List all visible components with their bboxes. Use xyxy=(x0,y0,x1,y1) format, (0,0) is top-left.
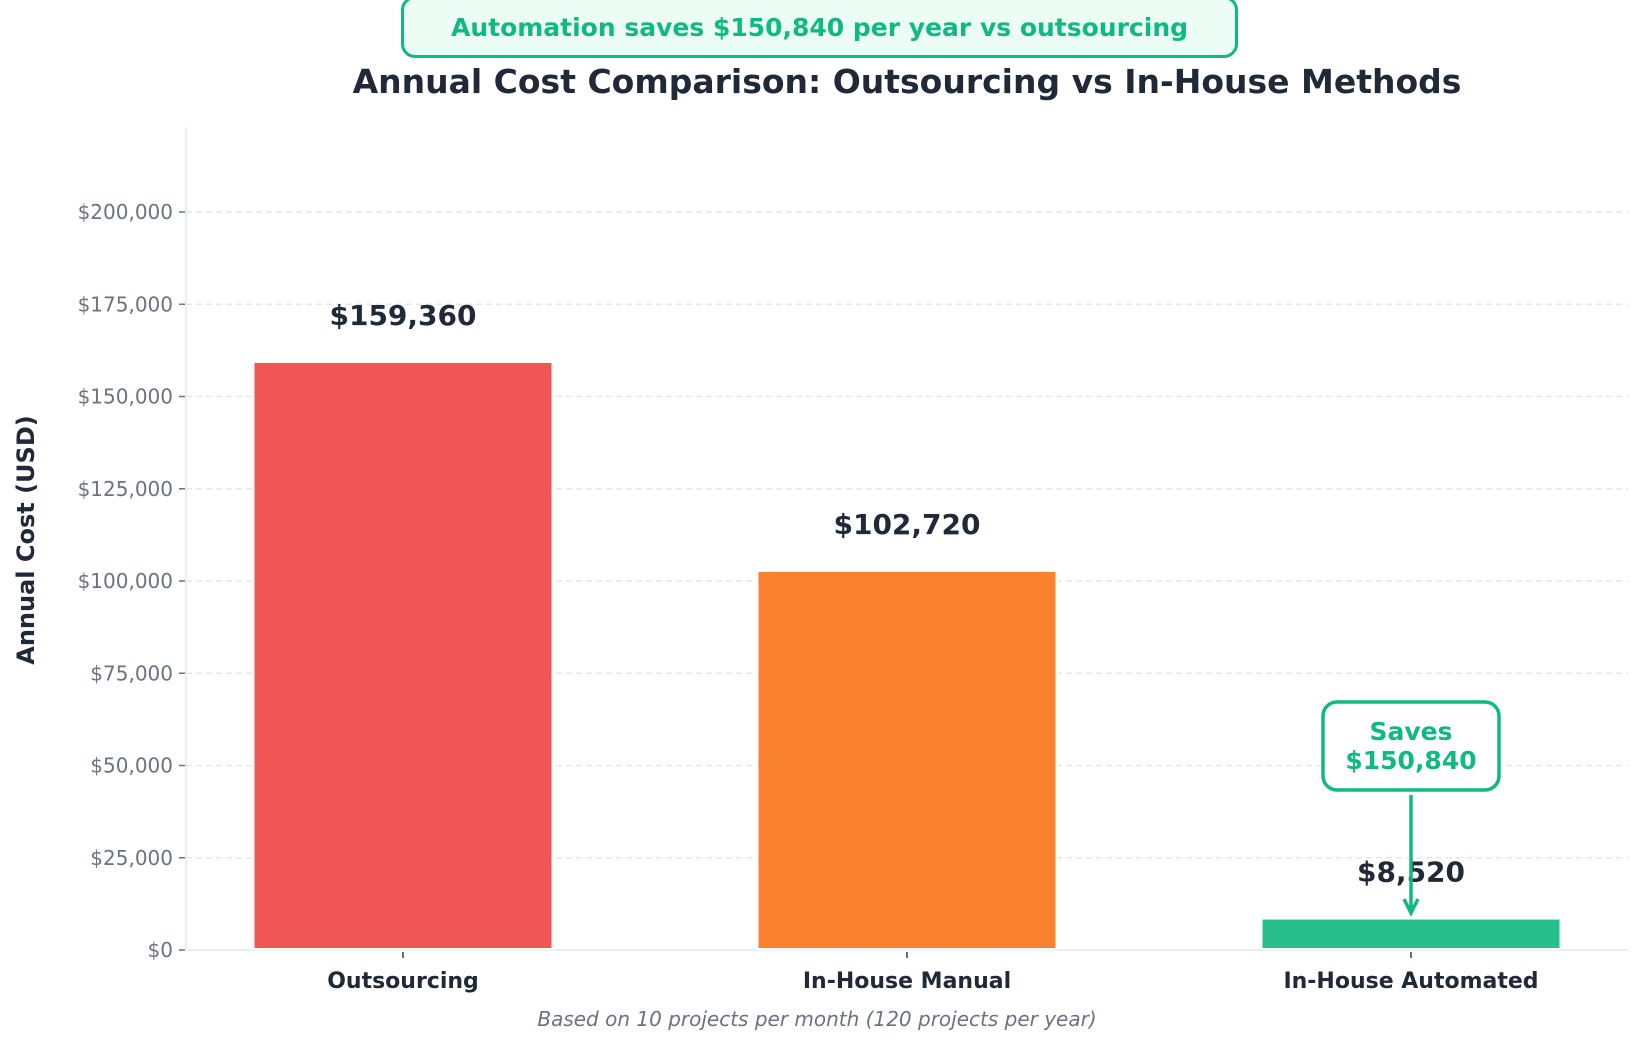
annotation-line2: $150,840 xyxy=(1345,746,1476,775)
footnote: Based on 10 projects per month (120 proj… xyxy=(537,1007,1096,1031)
value-label: $159,360 xyxy=(329,299,476,332)
bar-in-house-automated xyxy=(1260,917,1562,951)
y-tick-label: $175,000 xyxy=(78,292,173,316)
y-axis-label: Annual Cost (USD) xyxy=(12,415,40,664)
savings-banner: Automation saves $150,840 per year vs ou… xyxy=(401,0,1238,58)
annotation-box xyxy=(1321,700,1501,792)
x-tick-label: In-House Manual xyxy=(803,969,1011,994)
y-tick-label: $150,000 xyxy=(78,385,173,409)
annotation-line1: Saves xyxy=(1369,717,1452,746)
y-tick-label: $100,000 xyxy=(78,569,173,593)
chart-title: Annual Cost Comparison: Outsourcing vs I… xyxy=(352,62,1462,101)
y-tick-label: $0 xyxy=(148,938,173,962)
y-tick-label: $25,000 xyxy=(90,846,173,870)
x-tick-label: In-House Automated xyxy=(1283,969,1538,994)
y-tick-label: $75,000 xyxy=(90,661,173,685)
arrow-head-icon xyxy=(1402,898,1420,917)
bar-in-house-manual xyxy=(756,569,1058,950)
bar-outsourcing xyxy=(252,360,554,950)
x-tick-label: Outsourcing xyxy=(327,969,479,994)
y-tick-label: $200,000 xyxy=(78,200,173,224)
y-tick-label: $50,000 xyxy=(90,754,173,778)
y-tick-label: $125,000 xyxy=(78,477,173,501)
value-label: $102,720 xyxy=(833,508,980,541)
